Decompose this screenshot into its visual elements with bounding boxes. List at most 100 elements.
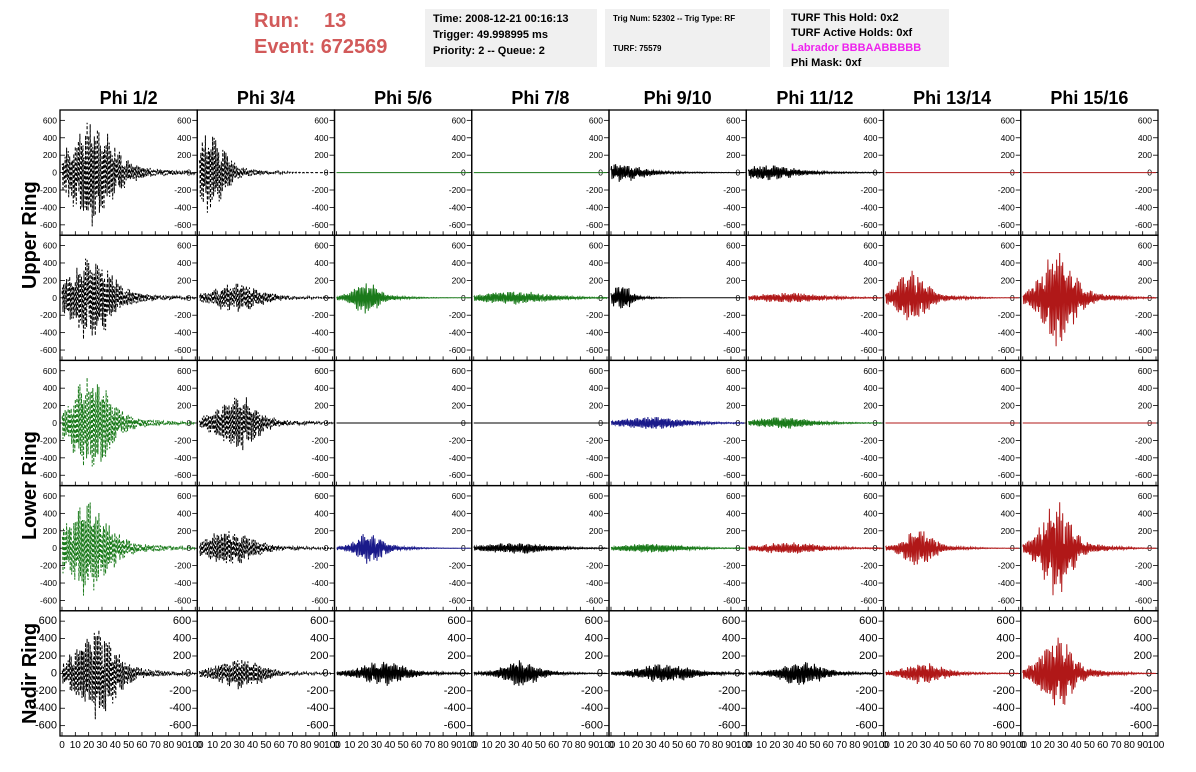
turf-info-box: TURF This Hold: 0x2 TURF Active Holds: 0… <box>783 9 949 69</box>
y-tick-label: 200 <box>863 275 877 285</box>
y-tick-label: -200 <box>174 310 191 320</box>
column-header: Phi 5/6 <box>374 88 432 108</box>
y-tick-label: -400 <box>1135 328 1152 338</box>
y-tick-label: -600 <box>586 220 603 230</box>
y-tick-label: -600 <box>311 470 328 480</box>
y-tick-label: 0 <box>51 667 57 679</box>
y-tick-label: 200 <box>1138 526 1152 536</box>
y-tick-label: 0 <box>52 168 57 178</box>
waveform-trace <box>198 135 333 213</box>
x-tick-label: 80 <box>438 740 450 751</box>
y-tick-label: -600 <box>1135 595 1152 605</box>
x-tick-label: 20 <box>358 740 370 751</box>
y-tick-label: -400 <box>586 578 603 588</box>
x-tick-label: 90 <box>1000 740 1012 751</box>
y-tick-label: 200 <box>1134 650 1152 662</box>
y-tick-label: 200 <box>726 275 740 285</box>
y-tick-label: -200 <box>860 435 877 445</box>
x-tick-label: 90 <box>314 740 326 751</box>
waveform-trace <box>610 164 745 182</box>
y-tick-label: 600 <box>452 491 466 501</box>
x-tick-label: 70 <box>699 740 711 751</box>
x-tick-label: 0 <box>608 740 614 751</box>
y-tick-label: -400 <box>311 328 328 338</box>
y-tick-label: -400 <box>449 328 466 338</box>
labrador-text: Labrador BBBAABBBBB <box>791 42 922 54</box>
x-tick-label: 40 <box>796 740 808 751</box>
y-tick-label: 200 <box>859 650 877 662</box>
x-tick-label: 100 <box>736 740 753 751</box>
y-tick-label: 600 <box>310 615 328 627</box>
y-tick-label: 200 <box>43 526 57 536</box>
y-tick-label: -200 <box>311 435 328 445</box>
y-tick-label: 200 <box>996 650 1014 662</box>
y-tick-label: -600 <box>40 220 57 230</box>
y-tick-label: 200 <box>863 526 877 536</box>
x-tick-label: 30 <box>371 740 383 751</box>
y-tick-label: 200 <box>589 401 603 411</box>
y-tick-label: -400 <box>860 202 877 212</box>
y-tick-label: 200 <box>447 650 465 662</box>
y-tick-label: -200 <box>174 185 191 195</box>
x-tick-label: 50 <box>398 740 410 751</box>
y-tick-label: -600 <box>449 595 466 605</box>
y-tick-label: -600 <box>998 595 1015 605</box>
y-tick-label: 400 <box>722 633 740 645</box>
waveform-trace <box>473 543 608 554</box>
y-tick-label: 400 <box>1001 258 1015 268</box>
x-tick-label: 100 <box>1010 740 1027 751</box>
y-tick-label: 400 <box>585 633 603 645</box>
x-tick-label: 40 <box>659 740 671 751</box>
x-tick-label: 80 <box>575 740 587 751</box>
column-header: Phi 7/8 <box>511 88 569 108</box>
x-tick-label: 70 <box>1110 740 1122 751</box>
y-tick-label: 400 <box>452 258 466 268</box>
waveform-trace <box>61 502 196 596</box>
y-tick-label: -200 <box>311 310 328 320</box>
y-tick-label: -400 <box>1130 702 1152 714</box>
x-tick-label: 60 <box>548 740 560 751</box>
y-tick-label: 600 <box>314 366 328 376</box>
y-tick-label: 200 <box>589 150 603 160</box>
x-tick-label: 30 <box>645 740 657 751</box>
y-tick-label: 200 <box>585 650 603 662</box>
y-tick-label: 400 <box>859 633 877 645</box>
y-tick-label: 400 <box>173 633 191 645</box>
y-tick-label: -400 <box>723 202 740 212</box>
y-tick-label: -600 <box>40 595 57 605</box>
waveform-trace <box>1022 252 1157 347</box>
y-tick-label: 400 <box>39 633 57 645</box>
y-tick-label: 600 <box>177 491 191 501</box>
y-tick-label: -600 <box>40 470 57 480</box>
phi-mask-text: Phi Mask: 0xf <box>791 57 862 69</box>
y-tick-label: -600 <box>311 220 328 230</box>
x-tick-label: 100 <box>461 740 478 751</box>
y-tick-label: 200 <box>726 526 740 536</box>
x-tick-label: 20 <box>1044 740 1056 751</box>
y-tick-label: 600 <box>1134 615 1152 627</box>
waveform-trace <box>198 397 333 451</box>
y-tick-label: 600 <box>726 241 740 251</box>
x-tick-label: 70 <box>836 740 848 751</box>
x-tick-label: 0 <box>745 740 751 751</box>
y-tick-label: 600 <box>585 615 603 627</box>
y-tick-label: -400 <box>35 702 57 714</box>
y-tick-label: -200 <box>174 435 191 445</box>
y-tick-label: 400 <box>177 133 191 143</box>
x-tick-label: 60 <box>960 740 972 751</box>
y-tick-label: -200 <box>449 435 466 445</box>
y-tick-label: -200 <box>855 685 877 697</box>
waveform-trace <box>747 417 882 429</box>
y-tick-label: -400 <box>723 578 740 588</box>
y-tick-label: -400 <box>311 453 328 463</box>
waveform-trace <box>336 661 471 686</box>
y-tick-label: -200 <box>860 561 877 571</box>
y-tick-label: -400 <box>586 453 603 463</box>
waveform-trace <box>336 283 470 314</box>
waveform-trace <box>1022 502 1157 596</box>
x-tick-label: 0 <box>196 740 202 751</box>
y-tick-label: -600 <box>723 220 740 230</box>
y-tick-label: 400 <box>177 508 191 518</box>
x-tick-label: 20 <box>632 740 644 751</box>
y-tick-label: 400 <box>314 258 328 268</box>
